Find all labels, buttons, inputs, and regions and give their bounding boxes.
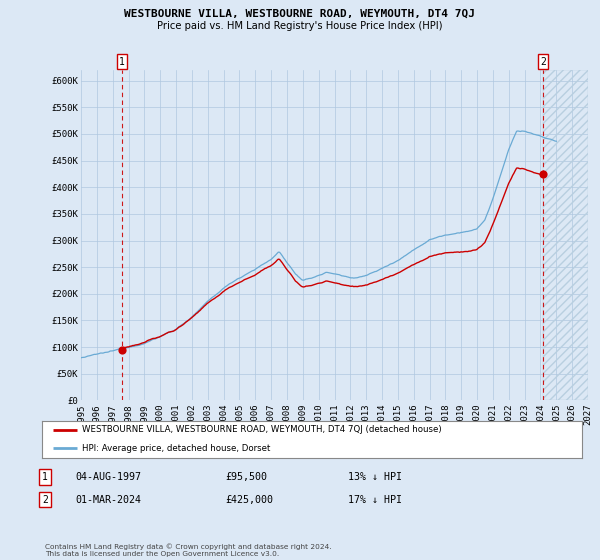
Text: Contains HM Land Registry data © Crown copyright and database right 2024.
This d: Contains HM Land Registry data © Crown c…	[45, 544, 332, 557]
Text: WESTBOURNE VILLA, WESTBOURNE ROAD, WEYMOUTH, DT4 7QJ (detached house): WESTBOURNE VILLA, WESTBOURNE ROAD, WEYMO…	[83, 426, 442, 435]
Text: HPI: Average price, detached house, Dorset: HPI: Average price, detached house, Dors…	[83, 444, 271, 452]
Text: £425,000: £425,000	[225, 494, 273, 505]
Text: £95,500: £95,500	[225, 472, 267, 482]
Text: Price paid vs. HM Land Registry's House Price Index (HPI): Price paid vs. HM Land Registry's House …	[157, 21, 443, 31]
Text: 1: 1	[42, 472, 48, 482]
Text: 04-AUG-1997: 04-AUG-1997	[75, 472, 141, 482]
Point	[117, 345, 127, 354]
Text: WESTBOURNE VILLA, WESTBOURNE ROAD, WEYMOUTH, DT4 7QJ: WESTBOURNE VILLA, WESTBOURNE ROAD, WEYMO…	[125, 8, 476, 18]
Text: 01-MAR-2024: 01-MAR-2024	[75, 494, 141, 505]
Text: 17% ↓ HPI: 17% ↓ HPI	[348, 494, 402, 505]
Text: 2: 2	[42, 494, 48, 505]
Point	[538, 170, 548, 179]
Text: 1: 1	[119, 57, 125, 67]
Text: 13% ↓ HPI: 13% ↓ HPI	[348, 472, 402, 482]
Text: 2: 2	[540, 57, 546, 67]
